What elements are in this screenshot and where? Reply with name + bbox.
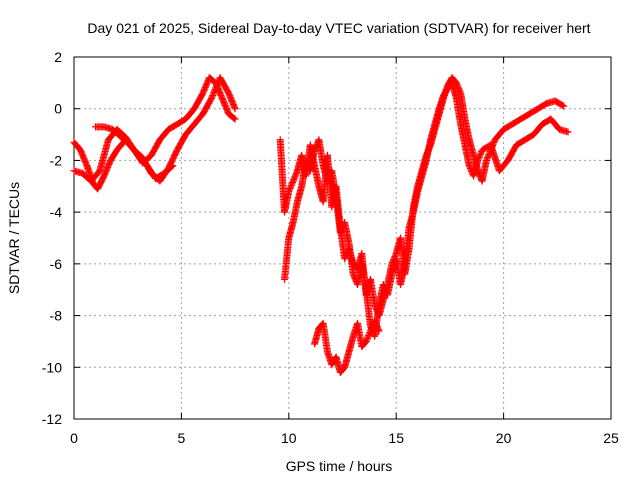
data-point <box>231 115 239 123</box>
series-4 <box>276 74 568 320</box>
data-point <box>474 156 482 164</box>
y-tick-label: -8 <box>50 308 63 324</box>
data-marker <box>288 179 296 187</box>
x-tick-label: 0 <box>70 430 78 446</box>
y-tick-label: -12 <box>42 411 62 427</box>
data-marker <box>373 323 381 331</box>
data-marker <box>212 84 220 92</box>
data-point <box>560 102 568 110</box>
data-point <box>285 187 293 195</box>
data-marker <box>364 333 372 341</box>
data-point <box>371 317 379 325</box>
data-marker <box>211 87 219 95</box>
data-point <box>375 327 383 335</box>
data-point <box>362 337 370 345</box>
data-point <box>323 177 331 185</box>
data-marker <box>483 155 491 163</box>
y-tick-label: -6 <box>50 256 63 272</box>
data-marker <box>476 152 484 160</box>
series-6 <box>311 317 383 376</box>
data-marker <box>367 326 375 334</box>
x-tick-labels: 0 5 10 15 20 25 <box>70 430 619 446</box>
y-tick-label: -2 <box>50 152 63 168</box>
data-marker <box>211 86 219 94</box>
data-marker <box>209 91 217 99</box>
x-tick-label: 5 <box>178 430 186 446</box>
data-point <box>349 270 357 278</box>
plot-area-border <box>73 56 612 420</box>
data-point <box>465 162 473 170</box>
data-marker <box>291 173 299 181</box>
grid-lines <box>74 57 611 419</box>
data-marker <box>559 101 567 109</box>
data-point <box>231 105 239 113</box>
data-point <box>289 177 297 185</box>
data-marker <box>476 151 484 159</box>
data-marker <box>366 329 374 337</box>
data-marker <box>210 88 218 96</box>
data-point <box>366 327 374 335</box>
axis-ticks <box>73 56 612 420</box>
data-marker <box>363 336 371 344</box>
chart-title: Day 021 of 2025, Sidereal Day-to-day VTE… <box>87 20 590 36</box>
data-marker <box>214 80 222 88</box>
data-marker <box>209 90 217 98</box>
y-tick-label: -10 <box>42 359 62 375</box>
data-marker <box>285 186 293 194</box>
data-marker <box>372 320 380 328</box>
y-axis-label: SDTVAR / TECUs <box>6 182 22 294</box>
data-marker <box>475 153 483 161</box>
data-markers <box>70 74 572 376</box>
data-point <box>482 156 490 164</box>
data-point <box>564 128 572 136</box>
data-marker <box>368 324 376 332</box>
x-tick-label: 15 <box>388 430 404 446</box>
data-marker <box>371 318 379 326</box>
x-tick-label: 20 <box>496 430 512 446</box>
data-marker <box>373 321 381 329</box>
data-marker <box>290 176 298 184</box>
data-marker <box>287 182 295 190</box>
data-marker <box>374 324 382 332</box>
data-marker <box>292 171 300 179</box>
y-tick-label: 2 <box>54 49 62 65</box>
data-marker <box>365 330 373 338</box>
data-marker <box>286 185 294 193</box>
data-marker <box>208 93 216 101</box>
x-axis-label: GPS time / hours <box>286 458 393 474</box>
data-marker <box>168 163 176 171</box>
data-point <box>311 146 319 154</box>
data-marker <box>477 149 485 157</box>
data-point <box>341 255 349 263</box>
y-tick-label: -4 <box>50 204 63 220</box>
data-marker <box>213 81 221 89</box>
data-point <box>207 94 215 102</box>
data-marker <box>374 326 382 334</box>
data-point <box>169 162 177 170</box>
data-marker <box>287 183 295 191</box>
data-marker <box>230 114 238 122</box>
data-marker <box>292 170 300 178</box>
y-tick-labels: 2 0 -2 -4 -6 -8 -10 -12 <box>42 49 62 427</box>
data-point <box>336 229 344 237</box>
data-marker <box>484 152 492 160</box>
data-marker <box>474 155 482 163</box>
series-5 <box>281 79 572 340</box>
y-tick-label: 0 <box>54 101 62 117</box>
x-tick-label: 10 <box>281 430 297 446</box>
data-marker <box>212 83 220 91</box>
data-marker <box>466 163 474 171</box>
data-marker <box>363 334 371 342</box>
data-marker <box>365 332 373 340</box>
data-point <box>302 156 310 164</box>
series-3 <box>91 123 177 183</box>
data-point <box>379 281 387 289</box>
data-marker <box>290 174 298 182</box>
data-marker <box>288 180 296 188</box>
data-marker <box>484 153 492 161</box>
x-tick-label: 25 <box>603 430 619 446</box>
